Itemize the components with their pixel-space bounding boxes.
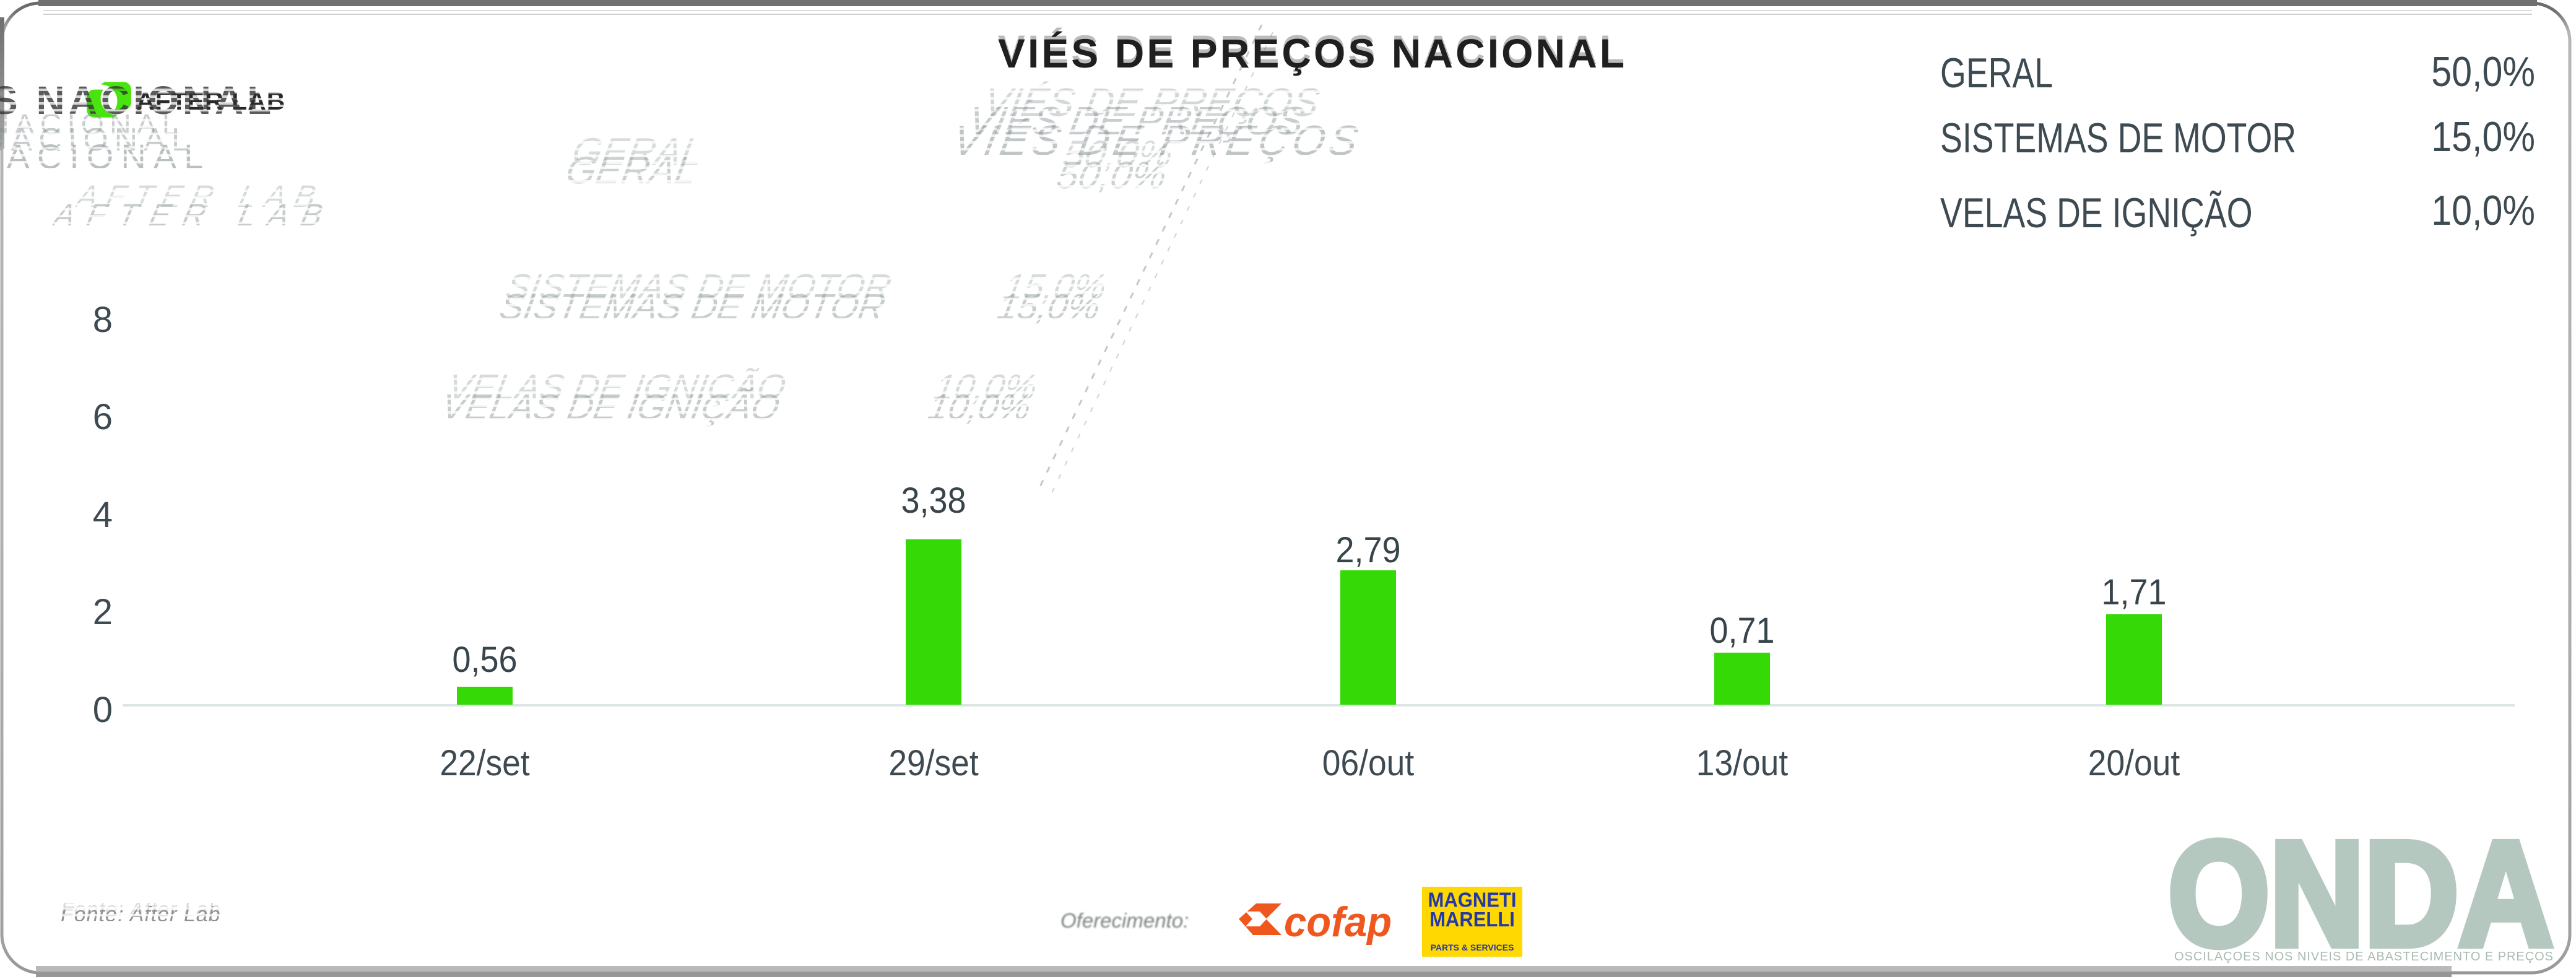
svg-text:cofap: cofap bbox=[1284, 902, 1392, 946]
svg-text:ONDA: ONDA bbox=[2168, 817, 2553, 972]
svg-text:OSCILAÇOES NOS NIVEIS DE ABAST: OSCILAÇOES NOS NIVEIS DE ABASTECIMENTO E… bbox=[2174, 950, 2553, 964]
